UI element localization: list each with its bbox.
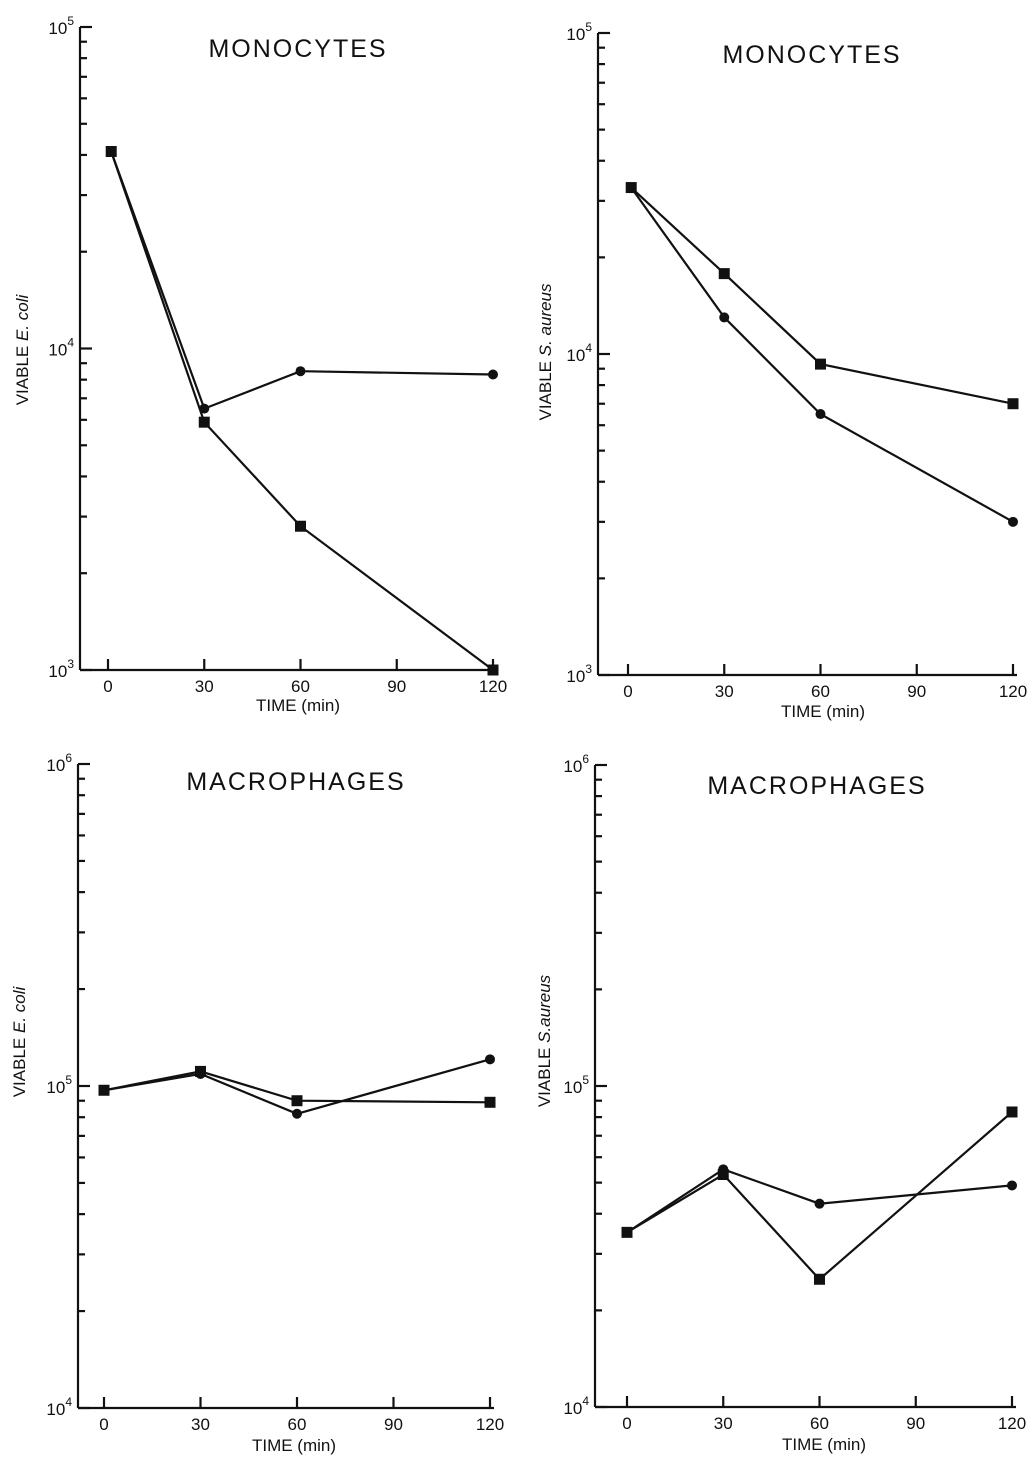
y-tick-label: 105 (563, 1073, 589, 1097)
x-tick-label: 90 (387, 677, 406, 696)
data-point-circle (1008, 516, 1018, 527)
series-line-circle (630, 186, 1014, 523)
x-tick-label: 60 (811, 682, 830, 701)
data-point-square (484, 1096, 496, 1108)
x-tick-label: 0 (103, 677, 112, 696)
data-point-square (198, 416, 210, 428)
x-tick-label: 90 (906, 1414, 925, 1433)
data-point-square (291, 1095, 303, 1107)
data-point-circle (814, 1198, 825, 1209)
y-tick-label: 104 (48, 336, 74, 360)
data-point-square (1006, 1106, 1018, 1118)
series-line-circle (110, 151, 494, 411)
y-axis-label: VIABLE S.aureus (535, 974, 554, 1107)
data-point-square (98, 1084, 110, 1096)
x-axis-label: TIME (min) (781, 702, 865, 721)
data-point-square (717, 1169, 729, 1181)
x-axis-label: TIME (min) (256, 696, 340, 715)
chart-title: MACROPHAGES (186, 768, 405, 796)
data-point-square (814, 1273, 825, 1285)
y-tick-label: 105 (566, 20, 592, 44)
data-point-circle (719, 312, 730, 323)
data-point-square (625, 182, 637, 194)
chart-title: MACROPHAGES (707, 772, 926, 800)
x-tick-label: 30 (715, 682, 734, 701)
x-tick-label: 120 (998, 1414, 1026, 1433)
x-tick-label: 30 (191, 1415, 210, 1434)
y-axis-label: VIABLE E. coli (10, 985, 29, 1097)
x-tick-label: 30 (195, 677, 214, 696)
y-tick-label: 104 (566, 341, 592, 365)
chart-panel-3: MACROPHAGES 104 105 106 0 30 60 90 120 TIME (min)… (10, 751, 504, 1455)
data-point-square (1007, 398, 1019, 410)
x-tick-label: 120 (476, 1415, 504, 1434)
data-point-square (621, 1226, 633, 1238)
y-tick-label: 103 (566, 662, 592, 686)
data-point-square (105, 145, 117, 157)
y-tick-label: 104 (563, 1394, 589, 1418)
x-axis-label: TIME (min) (782, 1435, 866, 1454)
x-tick-label: 30 (714, 1414, 733, 1433)
x-tick-label: 90 (907, 682, 926, 701)
series-line-square (103, 1070, 491, 1104)
data-point-circle (1007, 1180, 1017, 1191)
data-point-square (295, 520, 306, 532)
x-tick-label: 60 (810, 1414, 829, 1433)
y-tick-label: 106 (563, 752, 589, 776)
y-tick-label: 104 (46, 1395, 72, 1419)
data-point-square (815, 358, 826, 370)
y-tick-label: 105 (48, 14, 74, 38)
data-point-circle (488, 369, 498, 380)
data-point-circle (199, 403, 210, 414)
y-tick-label: 106 (46, 751, 72, 775)
data-point-square (195, 1065, 206, 1077)
data-point-circle (485, 1054, 495, 1065)
y-tick-label: 105 (46, 1073, 72, 1097)
x-tick-label: 60 (291, 677, 310, 696)
series-line-circle (103, 1058, 491, 1115)
series-line-square (626, 1111, 1013, 1281)
x-tick-label: 60 (288, 1415, 307, 1434)
data-point-square (718, 268, 730, 280)
y-tick-label: 103 (48, 657, 74, 681)
data-point-circle (295, 366, 306, 377)
x-tick-label: 0 (623, 682, 632, 701)
chart-title: MONOCYTES (208, 35, 387, 63)
x-tick-label: 120 (999, 682, 1027, 701)
data-point-circle (292, 1108, 302, 1119)
y-axis-label: VIABLE S. aureus (536, 283, 555, 421)
x-tick-label: 0 (622, 1414, 631, 1433)
series-line-square (630, 186, 1014, 405)
chart-panel-2: MONOCYTES 103 104 105 0 30 60 90 120 TIME (min) VI… (536, 20, 1027, 721)
x-tick-label: 90 (384, 1415, 403, 1434)
x-tick-label: 0 (99, 1415, 108, 1434)
chart-panel-1: MONOCYTES 103 104 105 0 30 60 90 120 TIME (min) VI… (13, 14, 507, 715)
x-tick-label: 120 (479, 677, 507, 696)
chart-panel-4: MACROPHAGES 104 105 106 0 30 60 90 120 TIME (min)… (535, 752, 1026, 1454)
data-point-square (487, 664, 499, 676)
data-point-circle (815, 409, 826, 420)
chart-title: MONOCYTES (722, 41, 901, 69)
y-axis-label: VIABLE E. coli (13, 293, 32, 405)
series-line-square (110, 151, 494, 671)
x-axis-label: TIME (min) (252, 1436, 336, 1455)
